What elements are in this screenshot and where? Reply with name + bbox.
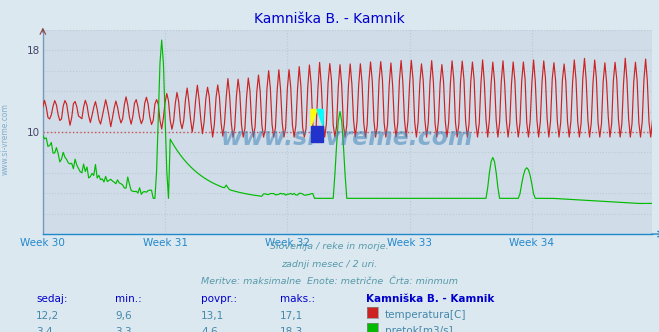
Text: www.si-vreme.com: www.si-vreme.com bbox=[1, 104, 10, 175]
Text: pretok[m3/s]: pretok[m3/s] bbox=[385, 326, 453, 332]
Text: zadnji mesec / 2 uri.: zadnji mesec / 2 uri. bbox=[281, 260, 378, 269]
Text: 3,3: 3,3 bbox=[115, 327, 132, 332]
Text: 4,6: 4,6 bbox=[201, 327, 217, 332]
Text: 12,2: 12,2 bbox=[36, 311, 59, 321]
Polygon shape bbox=[311, 110, 317, 126]
Text: 3,4: 3,4 bbox=[36, 327, 53, 332]
Text: Meritve: maksimalne  Enote: metrične  Črta: minmum: Meritve: maksimalne Enote: metrične Črta… bbox=[201, 277, 458, 286]
Polygon shape bbox=[317, 110, 323, 126]
Text: Slovenija / reke in morje.: Slovenija / reke in morje. bbox=[270, 242, 389, 251]
Text: 13,1: 13,1 bbox=[201, 311, 224, 321]
Text: Kamniška B. - Kamnik: Kamniška B. - Kamnik bbox=[366, 294, 494, 304]
Text: maks.:: maks.: bbox=[280, 294, 315, 304]
Text: povpr.:: povpr.: bbox=[201, 294, 237, 304]
Text: sedaj:: sedaj: bbox=[36, 294, 68, 304]
Text: www.si-vreme.com: www.si-vreme.com bbox=[221, 126, 474, 150]
Text: Kamniška B. - Kamnik: Kamniška B. - Kamnik bbox=[254, 12, 405, 26]
Text: 18,3: 18,3 bbox=[280, 327, 303, 332]
Text: temperatura[C]: temperatura[C] bbox=[385, 310, 467, 320]
Text: 17,1: 17,1 bbox=[280, 311, 303, 321]
Polygon shape bbox=[311, 126, 323, 142]
Text: min.:: min.: bbox=[115, 294, 142, 304]
Text: 9,6: 9,6 bbox=[115, 311, 132, 321]
